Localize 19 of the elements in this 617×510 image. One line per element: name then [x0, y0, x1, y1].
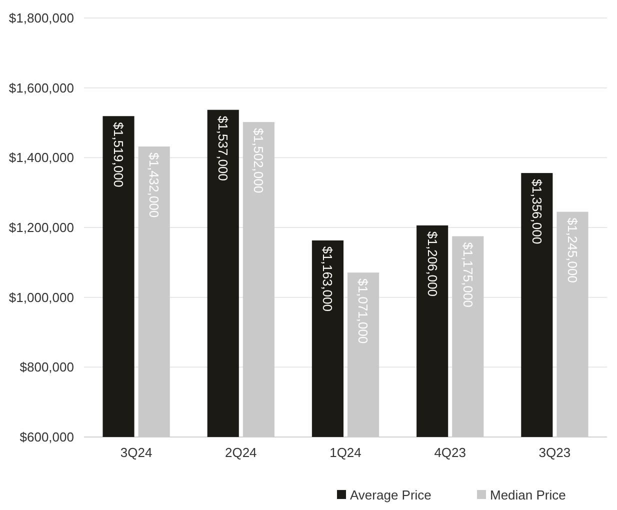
x-tick-label: 1Q24	[330, 445, 362, 460]
legend-label: Average Price	[350, 488, 432, 503]
data-label: $1,163,000	[320, 246, 336, 312]
data-label: $1,356,000	[529, 179, 544, 244]
data-label: $1,537,000	[216, 116, 231, 181]
y-tick-label: $1,800,000	[8, 10, 74, 26]
data-label: $1,519,000	[110, 122, 126, 188]
y-tick-label: $1,600,000	[8, 80, 74, 96]
y-tick-label: $1,200,000	[8, 220, 74, 236]
x-tick-label: 4Q23	[434, 445, 466, 460]
y-tick-label: $1,000,000	[8, 290, 74, 305]
y-tick-label: $800,000	[20, 360, 74, 375]
x-tick-label: 2Q24	[224, 445, 257, 460]
x-tick-label: 3Q24	[120, 445, 152, 460]
y-tick-label: $1,400,000	[8, 150, 74, 166]
y-tick-label: $600,000	[20, 430, 74, 445]
data-label: $1,206,000	[424, 231, 440, 296]
x-tick-label: 3Q23	[538, 445, 571, 460]
legend-label: Median Price	[490, 488, 566, 503]
